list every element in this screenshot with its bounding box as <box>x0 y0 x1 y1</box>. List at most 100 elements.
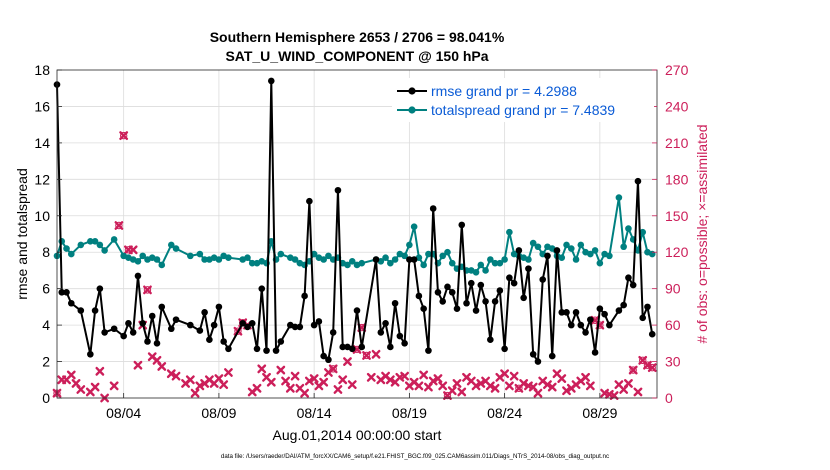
rmse-point <box>567 321 575 329</box>
obs-assimilated-marker <box>300 388 310 398</box>
y-tick-label-left: 2 <box>42 354 50 370</box>
rmse-point <box>396 332 404 340</box>
rmse-point <box>129 329 137 336</box>
obs-assimilated-marker <box>519 379 529 388</box>
obs-possible-marker <box>596 321 604 329</box>
rmse-point <box>587 316 594 323</box>
rmse-point <box>529 350 537 358</box>
rmse-point <box>372 256 380 263</box>
spread-point <box>401 252 408 260</box>
obs-possible-marker <box>629 366 637 374</box>
rmse-point <box>158 303 166 311</box>
rmse-point <box>101 329 108 336</box>
rmse-point <box>410 256 418 263</box>
spread-point <box>534 243 542 251</box>
y-tick-label-right: 210 <box>665 135 689 151</box>
spread-point <box>448 259 456 267</box>
obs-possible-marker <box>362 351 371 360</box>
spread-point <box>310 250 318 258</box>
rmse-point <box>515 247 523 254</box>
rmse-point <box>67 299 75 307</box>
obs-assimilated-marker <box>347 380 357 390</box>
spread-point <box>567 245 575 252</box>
obs-assimilated-marker <box>90 382 100 392</box>
obs-assimilated-marker <box>547 382 557 392</box>
rmse-point <box>644 303 651 311</box>
x-tick-label: 08/19 <box>392 405 427 421</box>
spread-point <box>101 247 108 254</box>
rmse-point <box>606 321 613 329</box>
spread-point <box>344 261 351 269</box>
obs-assimilated-marker <box>224 368 233 377</box>
spread-point <box>77 241 85 249</box>
spread-point <box>91 237 99 245</box>
rmse-point <box>301 292 308 300</box>
rmse-point <box>348 345 356 353</box>
series-lines <box>53 77 656 365</box>
obs-assimilated-marker <box>476 379 486 388</box>
obs-assimilated-marker <box>109 381 119 391</box>
rmse-point <box>415 292 423 300</box>
rmse-point <box>525 265 532 272</box>
obs-assimilated-marker <box>543 380 552 390</box>
spread-point <box>277 250 285 258</box>
spread-point <box>529 239 537 247</box>
rmse-point <box>425 347 432 354</box>
obs-assimilated-marker <box>185 375 195 385</box>
obs-assimilated-marker <box>252 383 262 393</box>
rmse-point <box>563 309 570 316</box>
obs-assimilated-marker <box>281 376 290 386</box>
rmse-point <box>258 285 266 292</box>
rmse-point <box>87 350 94 358</box>
spread-point <box>591 247 599 254</box>
obs-assimilated-marker <box>304 376 314 386</box>
rmse-point <box>334 186 342 194</box>
obs-assimilated-marker <box>452 379 462 388</box>
legend-background <box>392 78 654 122</box>
obs-assimilated-marker <box>190 388 200 398</box>
spread-point <box>348 258 356 265</box>
obs-assimilated-marker <box>171 371 181 381</box>
spread-point <box>491 259 499 267</box>
rmse-point <box>134 272 142 280</box>
spread-point <box>63 245 70 252</box>
rmse-point <box>582 329 589 336</box>
spread-point <box>325 252 332 260</box>
obs-possible-marker <box>648 363 656 372</box>
y-tick-label-left: 18 <box>34 62 50 78</box>
rmse-point <box>444 283 451 291</box>
rmse-point <box>572 309 580 316</box>
spread-point <box>267 237 275 245</box>
rmse-point <box>353 307 361 314</box>
spread-point <box>606 252 613 260</box>
rmse-point <box>310 321 318 329</box>
footer-data-file: data file: /Users/raeder/DAI/ATM_forcXX/… <box>221 453 609 460</box>
obs-assimilated-marker <box>562 386 571 396</box>
obs-assimilated-marker <box>333 385 343 394</box>
spread-point <box>96 241 104 249</box>
chart-title: Southern Hemisphere 2653 / 2706 = 98.041… <box>210 29 505 45</box>
x-tick-label: 08/29 <box>582 405 617 421</box>
rmse-point <box>215 303 223 311</box>
obs-assimilated-marker <box>419 370 429 380</box>
rmse-point <box>291 323 299 331</box>
rmse-point <box>544 252 551 260</box>
rmse-point <box>358 343 366 351</box>
rmse-point <box>220 338 227 345</box>
rmse-point <box>591 349 599 356</box>
rmse-point <box>496 287 504 294</box>
rmse-point <box>620 301 627 309</box>
spread-point <box>110 236 118 243</box>
rmse-point <box>187 321 194 329</box>
rmse-point <box>458 221 466 229</box>
obs-assimilated-marker <box>166 369 176 379</box>
y-tick-label-right: 120 <box>665 244 689 260</box>
rmse-point <box>634 177 642 185</box>
rmse-point <box>448 289 456 296</box>
obs-assimilated-marker <box>76 385 86 394</box>
spread-point <box>153 256 161 263</box>
obs-possible-marker <box>515 384 523 392</box>
y-tick-label-right: 270 <box>665 62 689 78</box>
obs-possible-marker <box>119 131 128 140</box>
